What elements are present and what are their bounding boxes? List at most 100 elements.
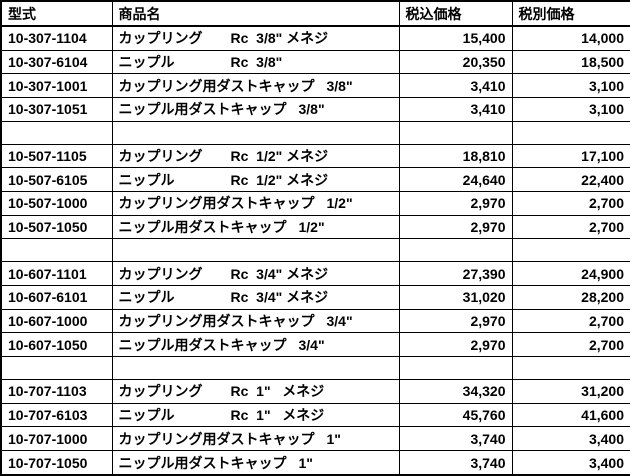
table-row: 10-307-1051 ニップル用ダストキャップ 3/8" 3,410 3,100 — [0, 97, 630, 122]
empty-cell — [511, 238, 630, 263]
price-tax-excluded-cell: 3,400 — [511, 450, 630, 476]
product-cell: カップリング Rc 1" メネジ — [111, 379, 400, 404]
empty-cell — [111, 238, 400, 263]
separator-row — [0, 238, 630, 263]
price-tax-included-cell: 3,740 — [398, 426, 513, 452]
price-tax-excluded-cell: 2,700 — [511, 191, 630, 216]
model-cell: 10-607-1050 — [0, 332, 113, 358]
price-tax-excluded-cell: 28,200 — [511, 285, 630, 310]
product-cell: カップリング用ダストキャップ 3/8" — [111, 73, 400, 99]
empty-cell — [0, 238, 113, 263]
model-cell: 10-507-6105 — [0, 167, 113, 193]
empty-cell — [398, 356, 513, 381]
product-name: ニップル — [118, 289, 175, 306]
separator-row — [0, 120, 630, 145]
empty-cell — [0, 120, 113, 145]
model-cell: 10-307-1051 — [0, 97, 113, 122]
price-tax-excluded-cell: 2,700 — [511, 308, 630, 334]
product-spec: Rc 3/8" メネジ — [230, 30, 329, 47]
product-spec: Rc 1" メネジ — [230, 383, 325, 400]
header-row: 型式 商品名 税込価格 税別価格 — [0, 0, 630, 27]
price-tax-excluded-cell: 3,100 — [511, 73, 630, 99]
product-name: ニップル — [118, 171, 175, 188]
price-tax-excluded-cell: 2,700 — [511, 332, 630, 358]
model-cell: 10-707-1050 — [0, 450, 113, 476]
model-cell: 10-707-6103 — [0, 402, 113, 428]
price-tax-excluded-cell: 3,400 — [511, 426, 630, 452]
separator-row — [0, 356, 630, 381]
product-cell: ニップル Rc 3/8" — [111, 49, 400, 75]
header-model: 型式 — [0, 0, 113, 27]
price-tax-excluded-cell: 24,900 — [511, 261, 630, 287]
product-spec: Rc 1/2" メネジ — [230, 171, 329, 188]
table-row: 10-507-1050 ニップル用ダストキャップ 1/2" 2,970 2,700 — [0, 214, 630, 240]
price-tax-included-cell: 34,320 — [398, 379, 513, 404]
price-tax-included-cell: 45,760 — [398, 402, 513, 428]
product-spec: 1/2" — [326, 195, 353, 212]
price-tax-excluded-cell: 18,500 — [511, 49, 630, 75]
model-cell: 10-707-1000 — [0, 426, 113, 452]
price-tax-included-cell: 18,810 — [398, 143, 513, 169]
product-cell: カップリング用ダストキャップ 1" — [111, 426, 400, 452]
product-name: カップリング — [118, 148, 203, 165]
product-cell: カップリング Rc 3/8" メネジ — [111, 25, 400, 51]
price-tax-included-cell: 3,740 — [398, 450, 513, 476]
price-tax-included-cell: 2,970 — [398, 214, 513, 240]
product-cell: ニップル用ダストキャップ 3/8" — [111, 97, 400, 122]
product-name: ニップル用ダストキャップ — [118, 336, 287, 353]
header-price-tax-included: 税込価格 — [398, 0, 513, 27]
product-spec: Rc 3/8" — [230, 54, 283, 71]
table-row: 10-607-1050 ニップル用ダストキャップ 3/4" 2,970 2,700 — [0, 332, 630, 358]
empty-cell — [511, 120, 630, 145]
price-tax-excluded-cell: 14,000 — [511, 25, 630, 51]
product-spec: Rc 3/4" メネジ — [230, 289, 329, 306]
product-spec: 3/8" — [298, 101, 325, 118]
product-spec: 3/8" — [326, 77, 353, 94]
empty-cell — [111, 356, 400, 381]
product-cell: ニップル Rc 1" メネジ — [111, 402, 400, 428]
product-name: カップリング — [118, 265, 203, 282]
product-spec: 3/4" — [326, 313, 353, 330]
product-spec: 3/4" — [298, 336, 325, 353]
product-name: カップリング用ダストキャップ — [118, 195, 315, 212]
table-row: 10-707-1103 カップリング Rc 1" メネジ 34,320 31,20… — [0, 379, 630, 404]
table-row: 10-507-6105 ニップル Rc 1/2" メネジ 24,640 22,40… — [0, 167, 630, 193]
table-row: 10-507-1000 カップリング用ダストキャップ 1/2" 2,970 2,7… — [0, 191, 630, 216]
product-name: カップリング用ダストキャップ — [118, 77, 315, 94]
model-cell: 10-607-1101 — [0, 261, 113, 287]
product-cell: ニップル Rc 1/2" メネジ — [111, 167, 400, 193]
table-row: 10-507-1105 カップリング Rc 1/2" メネジ 18,810 17,… — [0, 143, 630, 169]
model-cell: 10-507-1105 — [0, 143, 113, 169]
table-row: 10-607-1000 カップリング用ダストキャップ 3/4" 2,970 2,7… — [0, 308, 630, 334]
product-cell: ニップル用ダストキャップ 1" — [111, 450, 400, 476]
product-spec: Rc 1/2" メネジ — [230, 148, 329, 165]
product-cell: カップリング Rc 1/2" メネジ — [111, 143, 400, 169]
table-row: 10-607-1101 カップリング Rc 3/4" メネジ 27,390 24,… — [0, 261, 630, 287]
product-name: ニップル — [118, 407, 175, 424]
price-tax-excluded-cell: 31,200 — [511, 379, 630, 404]
model-cell: 10-607-6101 — [0, 285, 113, 310]
price-tax-included-cell: 3,410 — [398, 73, 513, 99]
price-tax-included-cell: 31,020 — [398, 285, 513, 310]
header-product-name: 商品名 — [111, 0, 400, 27]
table-row: 10-607-6101 ニップル Rc 3/4" メネジ 31,020 28,20… — [0, 285, 630, 310]
product-name: ニップル用ダストキャップ — [118, 101, 287, 118]
empty-cell — [0, 356, 113, 381]
price-tax-excluded-cell: 17,100 — [511, 143, 630, 169]
empty-cell — [111, 120, 400, 145]
model-cell: 10-307-6104 — [0, 49, 113, 75]
product-spec: Rc 1" メネジ — [230, 407, 325, 424]
product-spec: 1/2" — [298, 219, 325, 236]
table-row: 10-707-6103 ニップル Rc 1" メネジ 45,760 41,600 — [0, 402, 630, 428]
model-cell: 10-507-1050 — [0, 214, 113, 240]
product-cell: カップリング用ダストキャップ 1/2" — [111, 191, 400, 216]
model-cell: 10-707-1103 — [0, 379, 113, 404]
product-name: カップリング — [118, 383, 203, 400]
price-tax-excluded-cell: 41,600 — [511, 402, 630, 428]
product-name: ニップル用ダストキャップ — [118, 454, 287, 471]
price-tax-included-cell: 2,970 — [398, 308, 513, 334]
table-row: 10-707-1000 カップリング用ダストキャップ 1" 3,740 3,400 — [0, 426, 630, 452]
price-tax-included-cell: 2,970 — [398, 191, 513, 216]
product-cell: ニップル用ダストキャップ 3/4" — [111, 332, 400, 358]
